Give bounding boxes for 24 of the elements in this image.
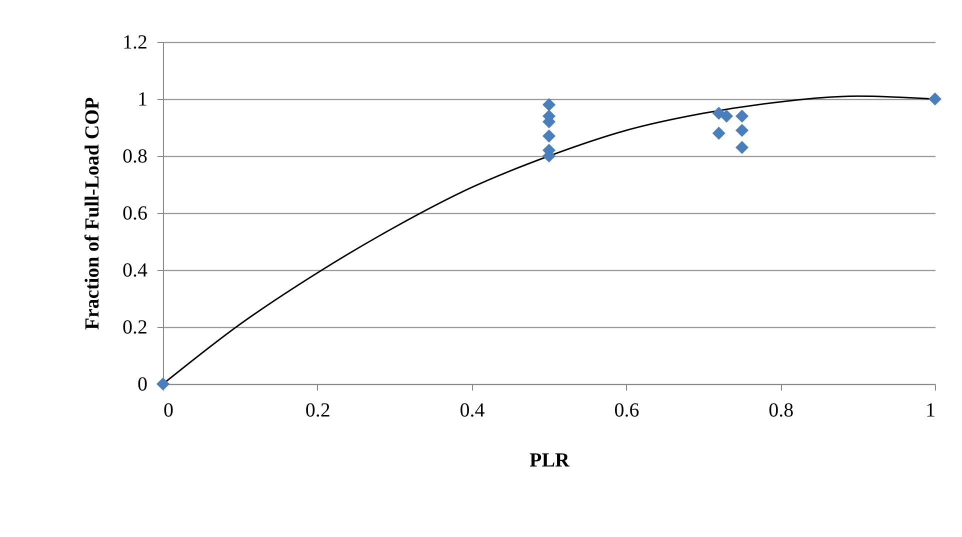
y-tick-label: 0.6 xyxy=(122,202,148,224)
point xyxy=(542,98,556,112)
x-tick-label: 0 xyxy=(164,400,174,422)
y-axis-title: Fraction of Full-Load COP xyxy=(82,97,104,330)
y-tick-label: 1 xyxy=(138,88,148,110)
point xyxy=(928,92,942,106)
point xyxy=(542,130,556,143)
point xyxy=(735,140,749,154)
point xyxy=(735,124,749,137)
y-tick-label: 1.2 xyxy=(122,32,148,54)
x-tick-label: 0.6 xyxy=(614,400,640,422)
point xyxy=(156,377,170,391)
y-tick-label: 0.8 xyxy=(122,146,148,168)
y-tick-label: 0 xyxy=(138,374,148,396)
point xyxy=(735,110,749,123)
x-tick-label: 0.2 xyxy=(305,400,330,422)
x-tick-label: 0.4 xyxy=(460,400,485,422)
x-tick-label: 1 xyxy=(926,400,936,422)
y-tick-label: 0.4 xyxy=(122,260,148,282)
point xyxy=(720,110,734,123)
x-axis-title: PLR xyxy=(530,450,570,472)
y-tick-label: 0.2 xyxy=(122,316,148,338)
x-tick-label: 0.8 xyxy=(768,400,794,422)
point xyxy=(712,126,726,140)
